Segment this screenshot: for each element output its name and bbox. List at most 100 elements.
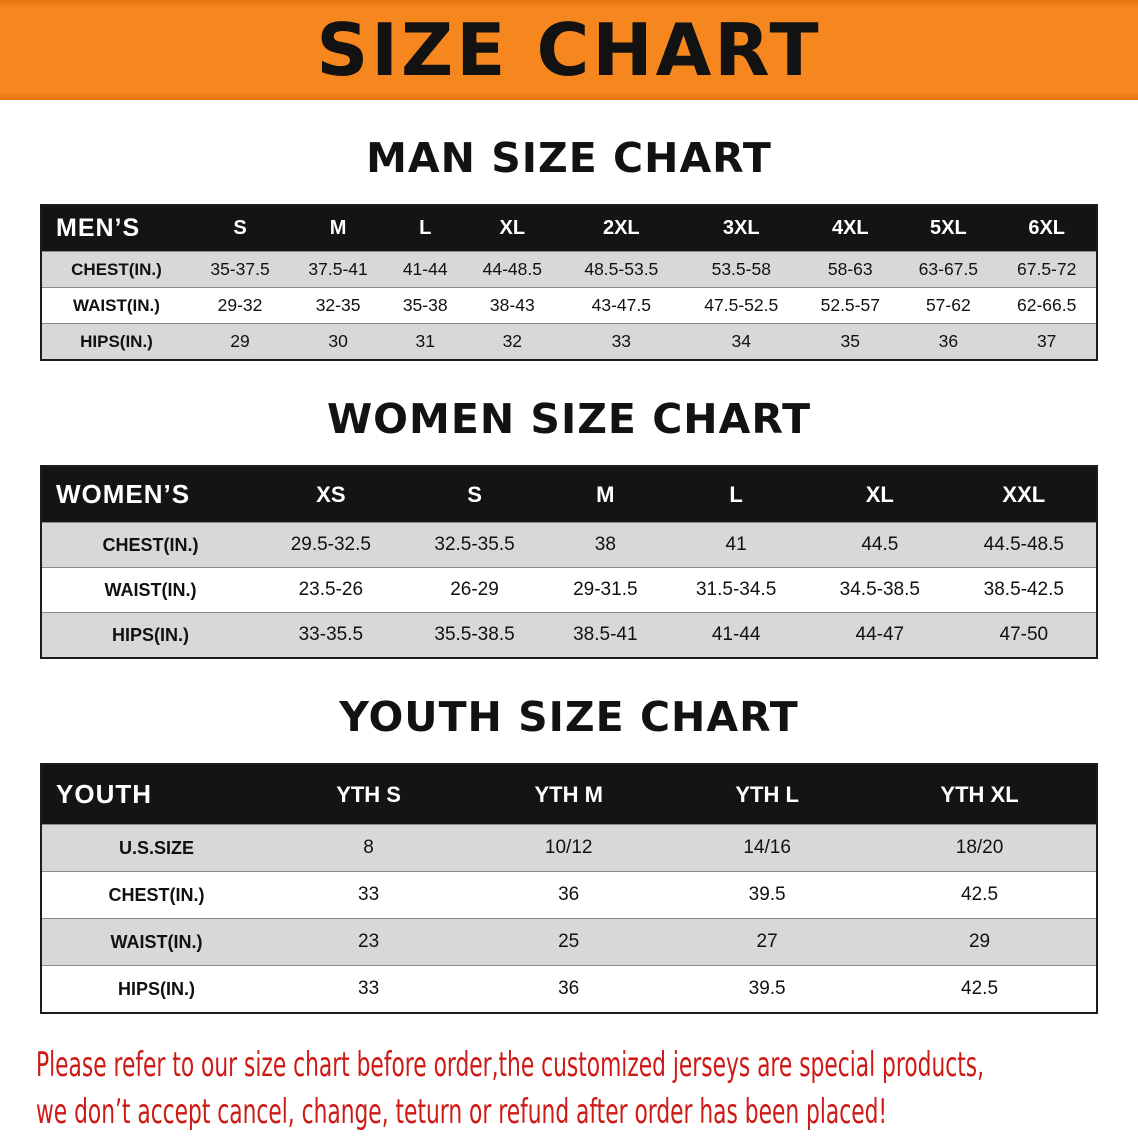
disclaimer-line-1: Please refer to our size chart before or… bbox=[36, 1045, 984, 1085]
row-label: CHEST(IN.) bbox=[41, 871, 271, 919]
column-header: YTH L bbox=[671, 764, 864, 825]
table-cell: 41 bbox=[664, 522, 808, 568]
row-label: HIPS(IN.) bbox=[41, 612, 259, 658]
column-header: L bbox=[664, 466, 808, 523]
table-cell: 36 bbox=[466, 871, 672, 919]
column-header: 5XL bbox=[899, 205, 998, 252]
table-row: CHEST(IN.) 29.5-32.5 32.5-35.5 38 41 44.5 44.5… bbox=[41, 522, 1097, 568]
table-cell: 39.5 bbox=[671, 871, 864, 919]
table-row: WAIST(IN.) 23.5-26 26-29 29-31.5 31.5-34.5 34… bbox=[41, 567, 1097, 613]
column-header: XXL bbox=[951, 466, 1097, 523]
table-row: WAIST(IN.) 23 25 27 29 bbox=[41, 918, 1097, 966]
title-banner: SIZE CHART bbox=[0, 0, 1138, 100]
youth-table-header: YOUTH YTH S YTH M YTH L YTH XL bbox=[41, 764, 1097, 825]
table-cell: 23.5-26 bbox=[259, 567, 403, 613]
table-cell: 43-47.5 bbox=[561, 287, 682, 324]
women-size-section: WOMEN SIZE CHART WOMEN’S XS S M L XL XXL CHEST… bbox=[0, 395, 1138, 659]
table-cell: 33 bbox=[271, 871, 467, 919]
column-header: XL bbox=[807, 466, 952, 523]
men-section-heading: MAN SIZE CHART bbox=[366, 134, 772, 182]
column-header: M bbox=[289, 205, 388, 252]
table-cell: 44-47 bbox=[807, 612, 952, 658]
youth-section-heading: YOUTH SIZE CHART bbox=[339, 693, 799, 741]
table-cell: 47-50 bbox=[951, 612, 1097, 658]
table-cell: 29 bbox=[863, 918, 1097, 966]
table-cell: 8 bbox=[271, 824, 467, 872]
women-size-table: WOMEN’S XS S M L XL XXL CHEST(IN.) 29.5-32.5 32.… bbox=[40, 465, 1098, 659]
table-cell: 41-44 bbox=[664, 612, 808, 658]
table-cell: 36 bbox=[466, 965, 672, 1013]
column-header: 2XL bbox=[561, 205, 682, 252]
table-cell: 35-38 bbox=[387, 287, 464, 324]
table-cell: 33-35.5 bbox=[259, 612, 403, 658]
column-header: L bbox=[387, 205, 464, 252]
table-row: HIPS(IN.) 29 30 31 32 33 34 35 36 37 bbox=[41, 323, 1097, 360]
disclaimer-line-2: we don’t accept cancel, change, teturn o… bbox=[36, 1091, 888, 1132]
disclaimer-text: Please refer to our size chart before or… bbox=[36, 1042, 1138, 1136]
table-cell: 32.5-35.5 bbox=[402, 522, 547, 568]
table-cell: 38.5-41 bbox=[546, 612, 665, 658]
table-title-cell: YOUTH bbox=[41, 764, 271, 825]
table-cell: 26-29 bbox=[402, 567, 547, 613]
table-cell: 35-37.5 bbox=[191, 251, 290, 288]
column-header: S bbox=[402, 466, 547, 523]
column-header: 4XL bbox=[801, 205, 900, 252]
table-cell: 44-48.5 bbox=[463, 251, 562, 288]
row-label: WAIST(IN.) bbox=[41, 567, 259, 613]
table-cell: 27 bbox=[671, 918, 864, 966]
row-label: HIPS(IN.) bbox=[41, 965, 271, 1013]
table-cell: 52.5-57 bbox=[801, 287, 900, 324]
column-header: XS bbox=[259, 466, 403, 523]
table-cell: 38.5-42.5 bbox=[951, 567, 1097, 613]
column-header: YTH S bbox=[271, 764, 467, 825]
table-cell: 29-31.5 bbox=[546, 567, 665, 613]
page-title: SIZE CHART bbox=[316, 8, 822, 92]
column-header: 3XL bbox=[681, 205, 802, 252]
youth-size-table: YOUTH YTH S YTH M YTH L YTH XL U.S.SIZE 8 10/1… bbox=[40, 763, 1098, 1014]
header-row: MEN’S S M L XL 2XL 3XL 4XL 5XL 6XL bbox=[41, 205, 1097, 252]
table-cell: 32 bbox=[463, 323, 562, 360]
table-cell: 29 bbox=[191, 323, 290, 360]
table-cell: 31 bbox=[387, 323, 464, 360]
table-cell: 42.5 bbox=[863, 871, 1097, 919]
table-cell: 48.5-53.5 bbox=[561, 251, 682, 288]
table-title-cell: MEN’S bbox=[41, 205, 191, 252]
table-row: HIPS(IN.) 33 36 39.5 42.5 bbox=[41, 965, 1097, 1013]
table-cell: 62-66.5 bbox=[997, 287, 1097, 324]
men-table-header: MEN’S S M L XL 2XL 3XL 4XL 5XL 6XL bbox=[41, 205, 1097, 252]
youth-table-body: U.S.SIZE 8 10/12 14/16 18/20 CHEST(IN.) 33 36 39… bbox=[41, 824, 1097, 1013]
men-size-table: MEN’S S M L XL 2XL 3XL 4XL 5XL 6XL CHEST(IN.) 35-3… bbox=[40, 204, 1098, 361]
column-header: M bbox=[546, 466, 665, 523]
table-row: CHEST(IN.) 33 36 39.5 42.5 bbox=[41, 871, 1097, 919]
table-cell: 58-63 bbox=[801, 251, 900, 288]
youth-size-section: YOUTH SIZE CHART YOUTH YTH S YTH M YTH L YTH… bbox=[0, 693, 1138, 1014]
table-cell: 37 bbox=[997, 323, 1097, 360]
table-cell: 23 bbox=[271, 918, 467, 966]
table-row: WAIST(IN.) 29-32 32-35 35-38 38-43 43-47.5 47.… bbox=[41, 287, 1097, 324]
table-cell: 67.5-72 bbox=[997, 251, 1097, 288]
table-cell: 35 bbox=[801, 323, 900, 360]
column-header: S bbox=[191, 205, 290, 252]
table-cell: 41-44 bbox=[387, 251, 464, 288]
row-label: HIPS(IN.) bbox=[41, 323, 191, 360]
table-row: U.S.SIZE 8 10/12 14/16 18/20 bbox=[41, 824, 1097, 872]
table-cell: 34 bbox=[681, 323, 802, 360]
table-cell: 14/16 bbox=[671, 824, 864, 872]
table-cell: 30 bbox=[289, 323, 388, 360]
table-cell: 10/12 bbox=[466, 824, 672, 872]
table-cell: 47.5-52.5 bbox=[681, 287, 802, 324]
table-cell: 33 bbox=[271, 965, 467, 1013]
header-row: YOUTH YTH S YTH M YTH L YTH XL bbox=[41, 764, 1097, 825]
column-header: 6XL bbox=[997, 205, 1097, 252]
table-cell: 42.5 bbox=[863, 965, 1097, 1013]
table-cell: 32-35 bbox=[289, 287, 388, 324]
row-label: CHEST(IN.) bbox=[41, 522, 259, 568]
table-cell: 25 bbox=[466, 918, 672, 966]
table-cell: 31.5-34.5 bbox=[664, 567, 808, 613]
table-cell: 18/20 bbox=[863, 824, 1097, 872]
women-section-heading: WOMEN SIZE CHART bbox=[326, 395, 812, 443]
table-row: CHEST(IN.) 35-37.5 37.5-41 41-44 44-48.5 48.5… bbox=[41, 251, 1097, 288]
table-cell: 39.5 bbox=[671, 965, 864, 1013]
column-header: YTH XL bbox=[863, 764, 1097, 825]
table-cell: 38-43 bbox=[463, 287, 562, 324]
